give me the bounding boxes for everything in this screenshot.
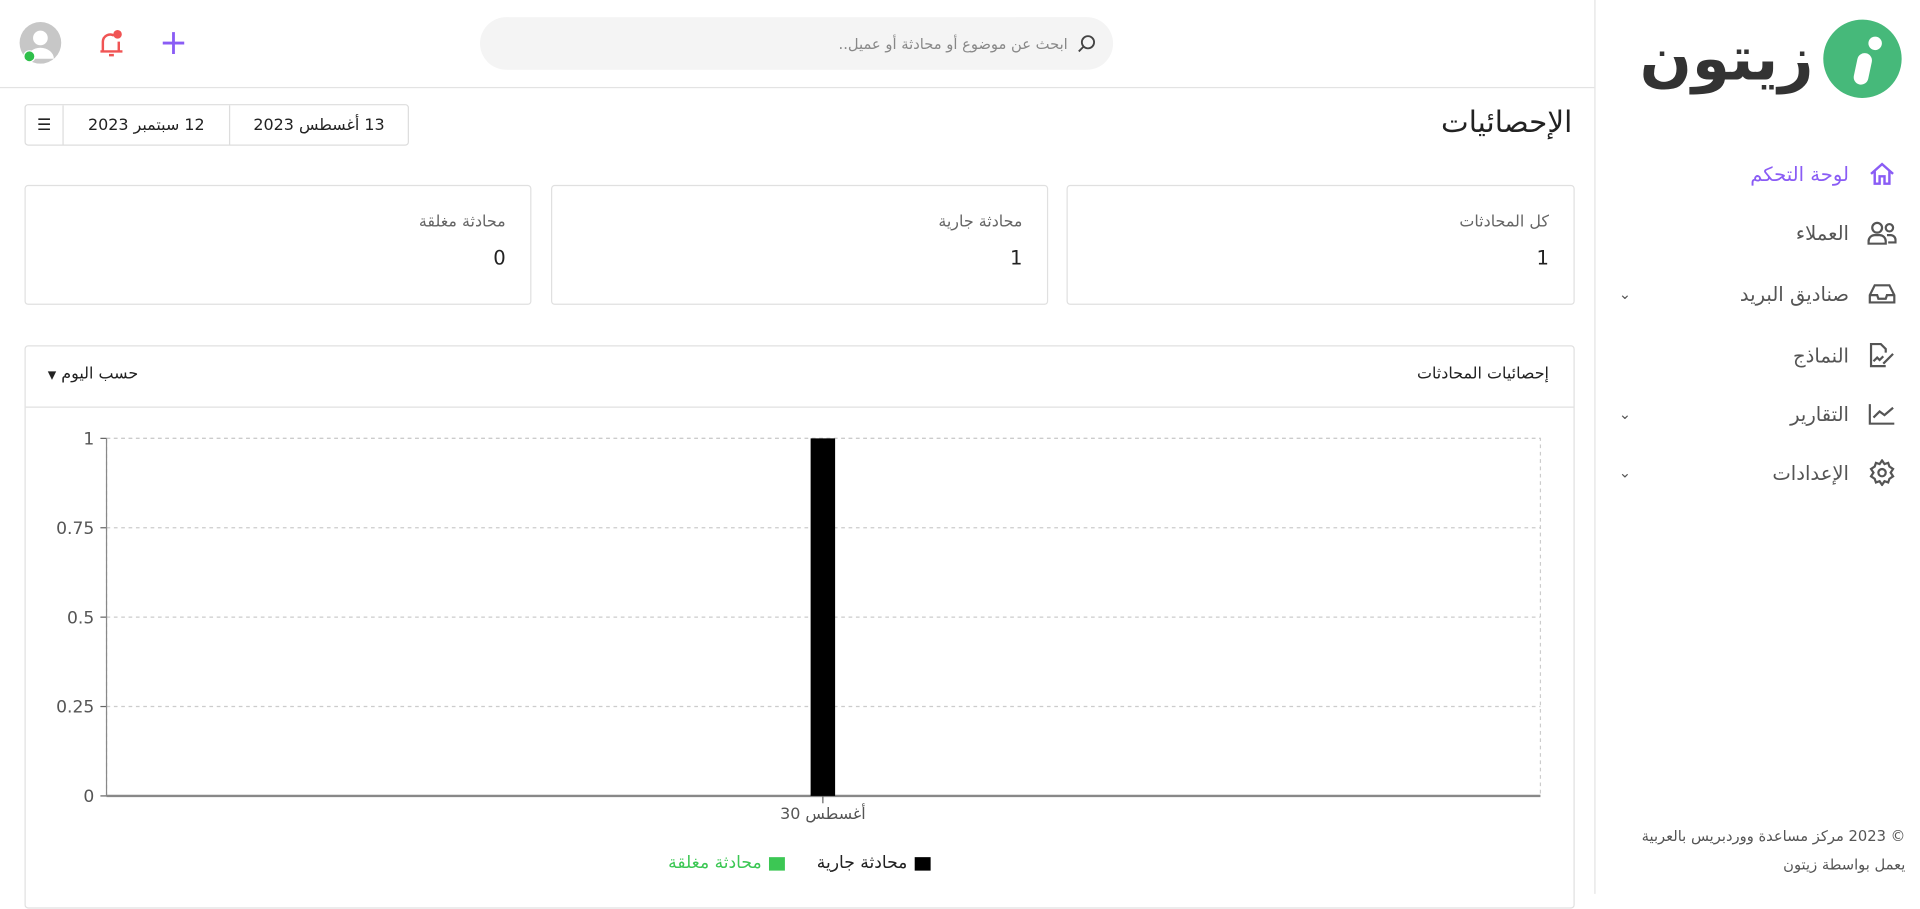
sidebar-footer: © 2023 مركز مساعدة ووردبريس بالعربية يعم… (1642, 823, 1906, 879)
y-tick-label: 0 (83, 787, 94, 807)
stat-label: محادثة مغلقة (418, 213, 506, 232)
logo-text: زيتون (1639, 23, 1814, 95)
top-bar: ابحث عن موضوع أو محادثة أو عميل.. + (0, 0, 1595, 89)
users-icon (1866, 218, 1898, 247)
y-tick-label: 1 (83, 429, 94, 449)
chart-legend: محادثة جارية محادثة مغلقة (637, 853, 931, 873)
sidebar-item-label: صناديق البريد (1739, 282, 1849, 306)
add-icon[interactable]: + (159, 22, 188, 63)
inbox-icon (1866, 279, 1898, 308)
sidebar-item-label: لوحة التحكم (1750, 162, 1849, 186)
search-input[interactable]: ابحث عن موضوع أو محادثة أو عميل.. (480, 17, 1114, 70)
bar-chart: 0 0.25 0.5 0.75 1 30 أغسطس (56, 429, 1542, 824)
y-tick-label: 0.75 (56, 519, 94, 539)
stat-card-closed: محادثة مغلقة 0 (24, 184, 532, 305)
powered-by-text: يعمل بواسطة زيتون (1783, 855, 1906, 874)
stat-card-all: كل المحادثات 1 (1066, 184, 1575, 305)
sidebar-item-mailboxes[interactable]: صناديق البريد ⌄ (1616, 272, 1898, 316)
stat-value: 1 (1536, 246, 1549, 270)
sidebar-item-dashboard[interactable]: لوحة التحكم (1616, 152, 1898, 196)
gear-icon (1866, 458, 1898, 487)
copyright-text: © 2023 مركز مساعدة ووردبريس بالعربية (1641, 827, 1906, 845)
sidebar-item-label: الإعدادات (1772, 461, 1849, 485)
y-tick-label: 0.5 (67, 608, 94, 628)
y-tick-label: 0.25 (56, 698, 94, 718)
chevron-down-icon[interactable]: ⌄ (1618, 464, 1632, 482)
sidebar-item-label: النماذج (1792, 343, 1849, 367)
chevron-down-icon[interactable]: ⌄ (1618, 285, 1632, 303)
period-label: حسب اليوم (61, 364, 139, 384)
chevron-down-icon[interactable]: ⌄ (1618, 405, 1632, 423)
home-icon (1866, 159, 1898, 188)
date-range-picker[interactable]: 13 أغسطس 2023 12 سبتمبر 2023 ☰ (24, 104, 409, 146)
sidebar-item-settings[interactable]: الإعدادات ⌄ (1616, 451, 1898, 495)
menu-icon[interactable]: ☰ (36, 115, 52, 135)
document-edit-icon (1866, 340, 1898, 369)
sidebar-item-reports[interactable]: التقارير ⌄ (1616, 392, 1898, 436)
search-icon (1078, 35, 1096, 53)
sidebar-item-forms[interactable]: النماذج (1616, 333, 1898, 377)
sidebar-item-customers[interactable]: العملاء (1616, 211, 1898, 255)
bar (810, 438, 836, 796)
legend-swatch (914, 856, 931, 871)
legend-swatch (769, 856, 785, 871)
period-dropdown[interactable]: حسب اليوم ▼ (48, 365, 138, 383)
logo[interactable]: زيتون (1639, 12, 1909, 106)
start-date[interactable]: 13 أغسطس 2023 (228, 105, 408, 145)
stat-label: كل المحادثات (1459, 213, 1549, 232)
legend-item-closed[interactable]: محادثة مغلقة (668, 853, 785, 873)
logo-icon (1815, 12, 1909, 106)
chart-line-icon (1866, 399, 1898, 428)
legend-label: محادثة جارية (816, 853, 908, 874)
legend-label: محادثة مغلقة (668, 853, 762, 874)
search-placeholder: ابحث عن موضوع أو محادثة أو عميل.. (838, 34, 1068, 53)
stat-value: 0 (493, 246, 506, 270)
end-date[interactable]: 12 سبتمبر 2023 (62, 105, 229, 145)
caret-down-icon: ▼ (47, 369, 57, 383)
stat-label: محادثة جارية (938, 213, 1023, 232)
legend-item-open[interactable]: محادثة جارية (817, 853, 931, 873)
x-tick-label: 30 أغسطس (780, 803, 866, 824)
sidebar-item-label: التقارير (1790, 402, 1849, 426)
panel-title: إحصائيات المحادثات (1416, 364, 1549, 384)
page-title: الإحصائيات (1441, 105, 1573, 140)
stat-card-open: محادثة جارية 1 (551, 184, 1049, 305)
sidebar: زيتون لوحة التحكم العملاء صناديق البريد … (1594, 0, 1920, 894)
bell-icon[interactable] (98, 29, 125, 63)
sidebar-item-label: العملاء (1795, 221, 1849, 245)
online-status-indicator (23, 50, 36, 63)
stat-value: 1 (1009, 246, 1023, 270)
